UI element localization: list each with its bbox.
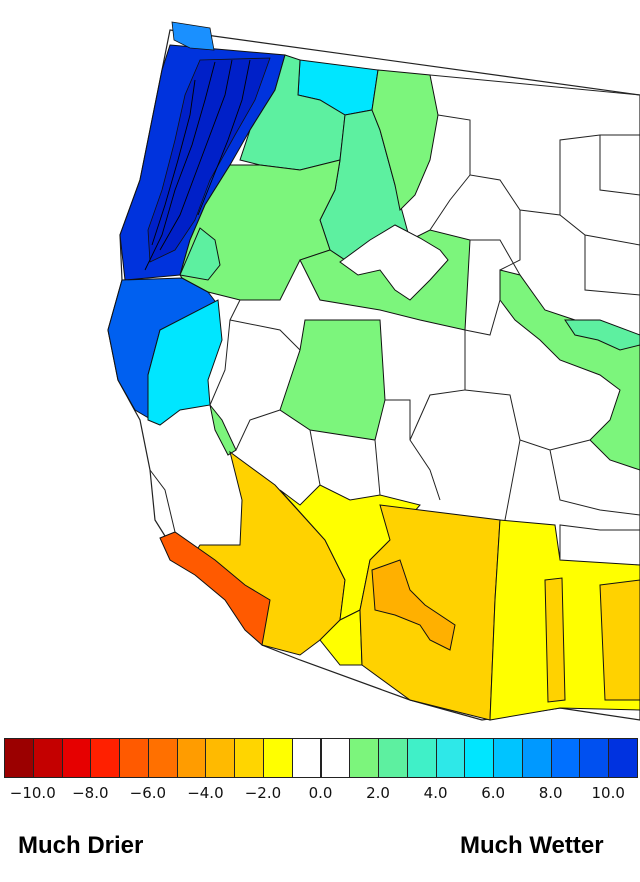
legend-swatch	[435, 738, 466, 778]
much-drier-label: Much Drier	[18, 832, 144, 859]
region-northern-california-interior	[147, 299, 223, 426]
region-new-mexico-gold-1	[544, 577, 566, 703]
legend-tick-label: 10.0	[591, 784, 625, 802]
legend-swatch	[406, 738, 437, 778]
legend-tick-label: 0.0	[308, 784, 333, 802]
legend-tick-label: 6.0	[481, 784, 506, 802]
region-new-mexico	[489, 519, 640, 721]
legend-tick-label: −8.0	[72, 784, 109, 802]
region-snake-river-white	[339, 224, 449, 301]
legend-swatch	[4, 738, 34, 778]
legend-swatch	[493, 738, 523, 778]
legend-swatch	[119, 738, 149, 778]
legend-swatch	[464, 738, 495, 778]
legend-swatch	[291, 738, 322, 778]
legend-tick-label: −4.0	[187, 784, 224, 802]
region-western-montana	[371, 69, 439, 212]
climate-division-lines	[149, 74, 640, 560]
region-inner-blue-contours	[147, 57, 271, 263]
legend-swatch	[90, 738, 121, 778]
legend-swatch	[349, 738, 380, 778]
legend-swatch	[205, 738, 236, 778]
legend-swatch	[234, 738, 264, 778]
legend-swatch	[61, 738, 92, 778]
legend-swatch	[262, 738, 293, 778]
legend-swatch	[147, 738, 178, 778]
precipitation-anomaly-map	[107, 21, 640, 721]
wet-contours	[144, 59, 251, 271]
legend-swatch	[579, 738, 610, 778]
legend-swatch	[608, 738, 638, 778]
legend-tick-label: 8.0	[538, 784, 563, 802]
legend-tick-label: 2.0	[366, 784, 390, 802]
region-california-sierra-green	[209, 404, 237, 456]
region-puget-sound-water	[171, 21, 215, 51]
legend-swatch	[320, 738, 351, 778]
much-wetter-label: Much Wetter	[460, 832, 604, 859]
legend-swatch	[32, 738, 63, 778]
legend-swatch	[550, 738, 581, 778]
color-scale-legend	[4, 738, 638, 778]
region-colorado-aqua	[564, 319, 640, 351]
legend-tick-label: 4.0	[423, 784, 448, 802]
legend-swatch	[521, 738, 552, 778]
region-new-mexico-gold-2	[599, 579, 640, 701]
legend-tick-label: −10.0	[9, 784, 56, 802]
legend-tick-label: −6.0	[129, 784, 167, 802]
legend-swatch	[176, 738, 207, 778]
legend-swatch	[378, 738, 408, 778]
region-oregon-aqua-pocket	[179, 227, 221, 281]
region-southern-california-coast	[159, 531, 271, 646]
region-arizona-mogollon	[371, 559, 456, 651]
legend-tick-label: −2.0	[244, 784, 282, 802]
